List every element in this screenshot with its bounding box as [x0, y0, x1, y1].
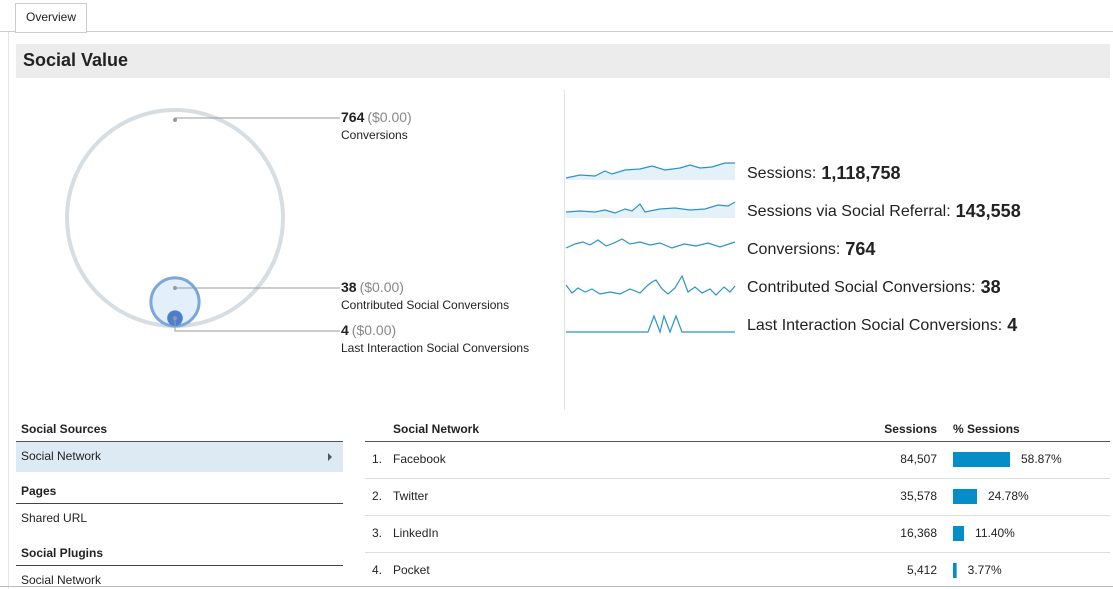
conversion-value: 38 ($0.00) [341, 279, 404, 295]
pct-bar [953, 526, 965, 541]
row-name[interactable]: Pocket [393, 563, 430, 577]
metric-value: 764 [845, 239, 875, 259]
conversion-amount: ($0.00) [367, 109, 411, 125]
section-header [16, 44, 1110, 78]
sidebar-title: Pages [21, 484, 57, 498]
metric: Sessions: 1,118,758 [747, 163, 900, 183]
row-arrow [328, 453, 332, 461]
table-header: % Sessions [953, 422, 1020, 436]
row-name[interactable]: LinkedIn [393, 526, 438, 540]
conversion-label: Contributed Social Conversions [341, 298, 509, 312]
table-header: Social Network [393, 422, 479, 436]
pct-bar [953, 452, 1010, 467]
pct-label: 11.40% [975, 526, 1015, 540]
metric-label: Conversions: [747, 241, 840, 258]
sidebar-title: Social Plugins [21, 546, 103, 560]
pct-bar [953, 489, 977, 504]
metric-value: 143,558 [956, 201, 1021, 221]
row-sessions: 16,368 [900, 526, 937, 540]
conversion-count: 38 [341, 279, 357, 295]
metric-value: 38 [981, 277, 1001, 297]
pct-label: 58.87% [1021, 452, 1062, 466]
table-header: Sessions [884, 422, 937, 436]
pct-label: 3.77% [968, 563, 1002, 577]
tab-label[interactable]: Overview [26, 10, 76, 24]
conversion-value: 764 ($0.00) [341, 109, 412, 125]
row-name[interactable]: Twitter [393, 489, 428, 503]
row-sessions: 35,578 [900, 489, 937, 503]
metric-label: Sessions via Social Referral: [747, 203, 951, 220]
metric: Last Interaction Social Conversions: 4 [747, 315, 1017, 335]
metric: Sessions via Social Referral: 143,558 [747, 201, 1021, 221]
leader-line [174, 117, 340, 120]
metric: Contributed Social Conversions: 38 [747, 277, 1001, 297]
conversion-amount: ($0.00) [352, 322, 396, 338]
row-sessions: 5,412 [907, 563, 937, 577]
row-rank: 3. [372, 526, 382, 540]
sidebar-item[interactable]: Social Network [21, 449, 102, 463]
metric-label: Last Interaction Social Conversions: [747, 317, 1002, 334]
metric-value: 4 [1007, 315, 1017, 335]
row-name[interactable]: Facebook [393, 452, 447, 466]
row-rank: 2. [372, 489, 382, 503]
conversion-label: Conversions [341, 128, 408, 142]
leader-line [174, 318, 340, 332]
row-rank: 4. [372, 563, 382, 577]
tab[interactable] [15, 3, 87, 33]
conversion-value: 4 ($0.00) [341, 322, 396, 338]
metric-label: Contributed Social Conversions: [747, 279, 976, 296]
sparklines [565, 162, 736, 335]
metric-value: 1,118,758 [821, 163, 900, 183]
sidebar-title: Social Sources [21, 422, 107, 436]
conversion-count: 4 [341, 322, 349, 338]
section-title: Social Value [23, 50, 128, 70]
pct-label: 24.78% [988, 489, 1029, 503]
metric-label: Sessions: [747, 165, 816, 182]
row-rank: 1. [372, 452, 382, 466]
row-sessions: 84,507 [900, 452, 937, 466]
conversion-amount: ($0.00) [360, 279, 404, 295]
sidebar-item[interactable]: Shared URL [21, 511, 87, 525]
sidebar-item[interactable]: Social Network [21, 573, 102, 587]
conversion-count: 764 [341, 109, 365, 125]
selected-row[interactable] [16, 442, 343, 472]
conversion-label: Last Interaction Social Conversions [341, 341, 529, 355]
pct-bar [953, 563, 957, 578]
metric: Conversions: 764 [747, 239, 875, 259]
